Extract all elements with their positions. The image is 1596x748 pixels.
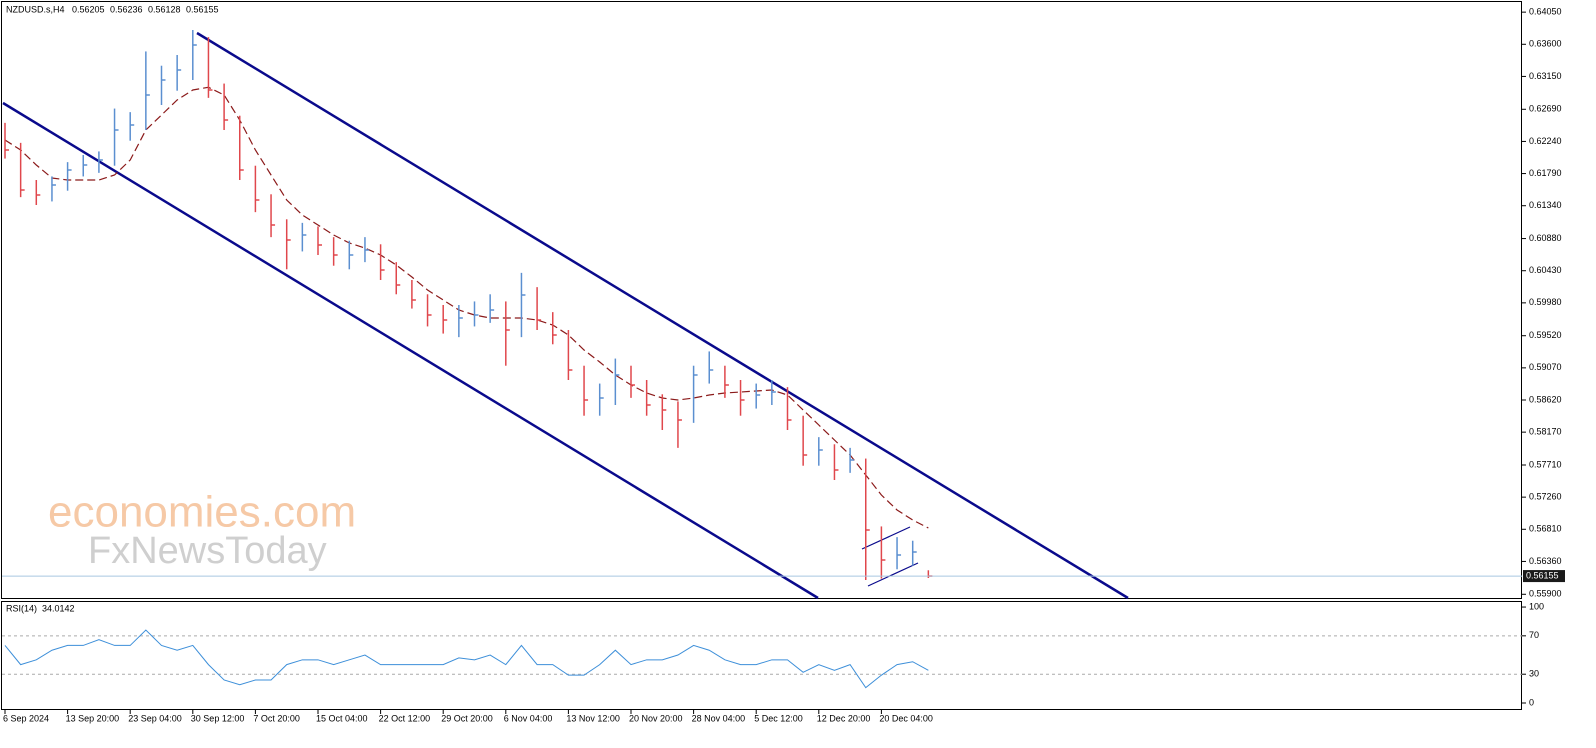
x-tick-label: 5 Dec 12:00 — [754, 713, 803, 723]
y-tick-label: 0.57710 — [1529, 459, 1562, 469]
watermark: economies.com FxNewsToday — [48, 488, 356, 572]
ohlc-close: 0.56155 — [186, 4, 219, 14]
symbol-title: NZDUSD.s,H4 — [6, 4, 65, 14]
y-tick-label: 100 — [1529, 601, 1544, 611]
watermark-text: economies.com — [48, 488, 356, 537]
watermark-text: FxNewsToday — [88, 530, 327, 572]
y-tick-label: 0.60430 — [1529, 265, 1562, 275]
y-tick-label: 0.63150 — [1529, 71, 1562, 81]
current-price-label: 0.56155 — [1526, 570, 1559, 580]
x-tick-label: 6 Nov 04:00 — [504, 713, 553, 723]
x-tick-label: 13 Sep 20:00 — [66, 713, 120, 723]
y-tick-label: 0.59980 — [1529, 297, 1562, 307]
y-tick-label: 0.60880 — [1529, 233, 1562, 243]
y-tick-label: 0.56360 — [1529, 556, 1562, 566]
y-tick-label: 0.62240 — [1529, 136, 1562, 146]
y-tick-label: 0.57260 — [1529, 492, 1562, 502]
ohlc-open: 0.56205 — [72, 4, 105, 14]
y-tick-label: 0.58620 — [1529, 394, 1562, 404]
x-tick-label: 13 Nov 12:00 — [566, 713, 620, 723]
y-tick-label: 0.59520 — [1529, 330, 1562, 340]
pattern-line — [861, 526, 911, 550]
x-tick-label: 29 Oct 20:00 — [441, 713, 493, 723]
x-tick-label: 7 Oct 20:00 — [253, 713, 300, 723]
x-tick-label: 15 Oct 04:00 — [316, 713, 368, 723]
y-tick-label: 0.61340 — [1529, 200, 1562, 210]
y-tick-label: 0.56810 — [1529, 524, 1562, 534]
rsi-value: 34.0142 — [42, 603, 75, 613]
y-tick-label: 0 — [1529, 697, 1534, 707]
channel-line — [2, 101, 819, 600]
ohlc-low: 0.56128 — [148, 4, 181, 14]
pattern-line — [867, 562, 919, 587]
x-tick-label: 6 Sep 2024 — [3, 713, 49, 723]
x-tick-label: 23 Sep 04:00 — [128, 713, 182, 723]
y-tick-label: 0.59070 — [1529, 362, 1562, 372]
ohlc-high: 0.56236 — [110, 4, 143, 14]
y-tick-label: 0.64050 — [1529, 7, 1562, 17]
x-tick-label: 30 Sep 12:00 — [191, 713, 245, 723]
moving-average — [4, 86, 929, 529]
x-tick-label: 28 Nov 04:00 — [692, 713, 746, 723]
current-price-box — [1523, 570, 1565, 583]
rsi-pane — [1, 601, 1522, 710]
y-tick-label: 0.55900 — [1529, 589, 1562, 599]
y-tick-label: 0.58170 — [1529, 427, 1562, 437]
x-tick-label: 20 Nov 20:00 — [629, 713, 683, 723]
rsi-title: RSI(14) — [6, 603, 37, 613]
y-tick-label: 30 — [1529, 669, 1539, 679]
price-pane — [1, 1, 1522, 599]
x-tick-label: 20 Dec 04:00 — [879, 713, 933, 723]
y-tick-label: 0.61790 — [1529, 168, 1562, 178]
y-tick-label: 0.62690 — [1529, 104, 1562, 114]
rsi-line — [4, 629, 929, 689]
y-tick-label: 70 — [1529, 630, 1539, 640]
y-tick-label: 0.63600 — [1529, 39, 1562, 49]
channel-line — [196, 31, 1129, 600]
x-tick-label: 12 Dec 20:00 — [817, 713, 871, 723]
x-tick-label: 22 Oct 12:00 — [379, 713, 431, 723]
